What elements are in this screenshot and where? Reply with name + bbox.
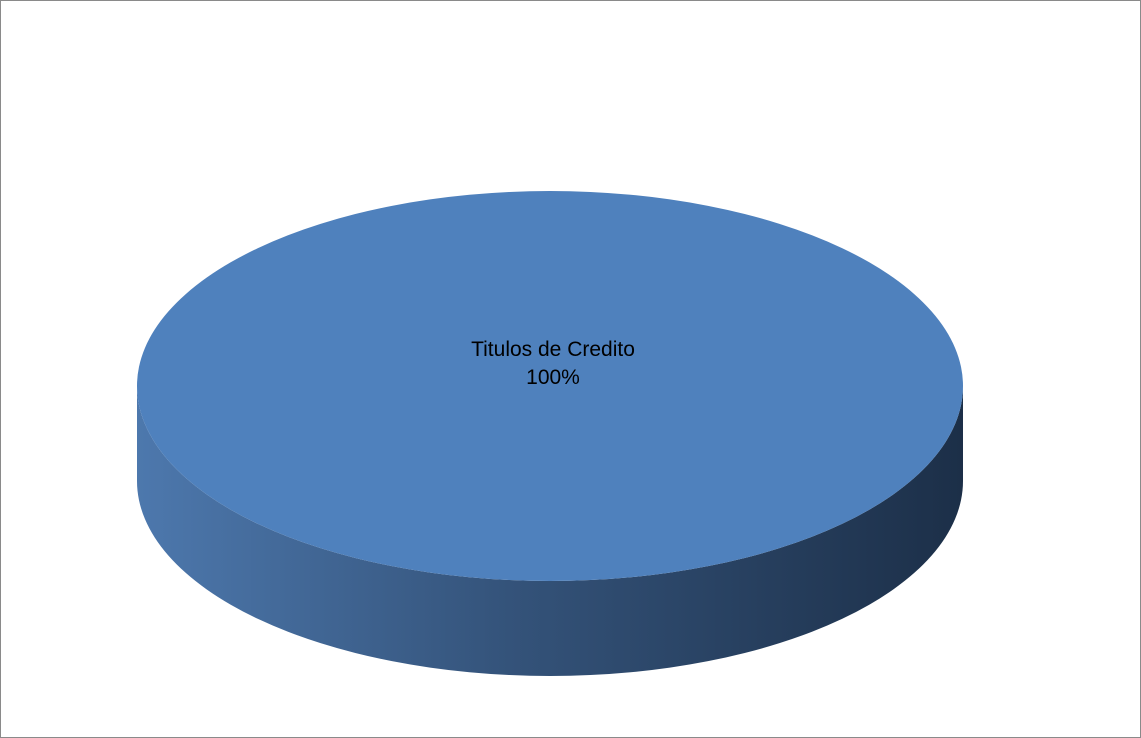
slice-percent-label: 100% <box>526 366 580 389</box>
slice-category-label: Titulos de Credito <box>471 338 635 361</box>
pie-slice-side <box>137 386 963 676</box>
pie-slice <box>137 191 963 581</box>
